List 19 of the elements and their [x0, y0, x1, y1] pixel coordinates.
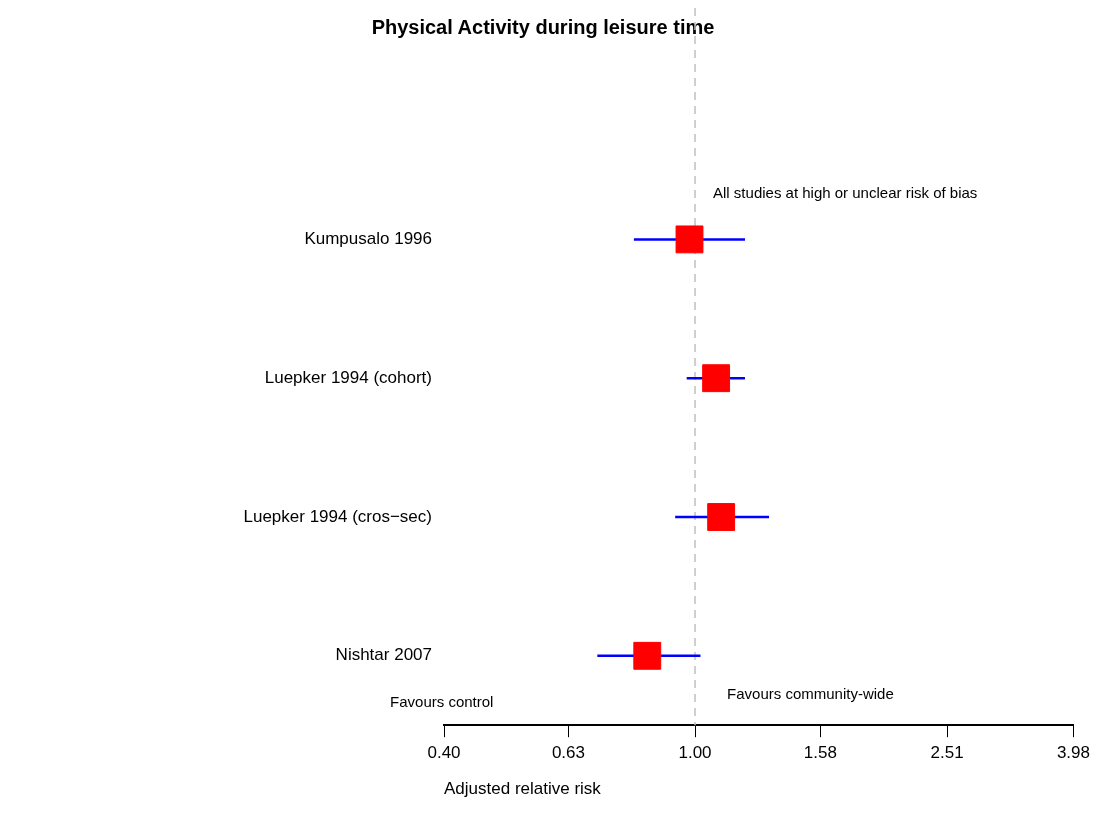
annotation: Favours community-wide: [727, 685, 894, 703]
chart-title: Physical Activity during leisure time: [371, 15, 715, 38]
x-tick-label: 3.98: [1056, 743, 1090, 763]
annotation: Favours control: [390, 693, 494, 711]
x-tick-label: 0.40: [427, 743, 461, 763]
x-axis-title: Adjusted relative risk: [444, 779, 602, 799]
x-tick-label: 1.00: [678, 743, 712, 763]
y-tick-label: Nishtar 2007: [335, 645, 432, 665]
y-tick-label: Kumpusalo 1996: [304, 229, 432, 249]
point: [633, 641, 662, 670]
annotation: All studies at high or unclear risk of bias: [713, 184, 978, 202]
y-tick-label: Luepker 1994 (cros−sec): [243, 506, 432, 526]
x-tick-label: 0.63: [551, 743, 585, 763]
point: [707, 503, 736, 531]
point: [702, 364, 731, 393]
y-tick-label: Luepker 1994 (cohort): [264, 367, 432, 387]
x-tick-label: 1.58: [803, 743, 837, 763]
x-tick-label: 2.51: [930, 743, 964, 763]
point: [675, 225, 704, 254]
